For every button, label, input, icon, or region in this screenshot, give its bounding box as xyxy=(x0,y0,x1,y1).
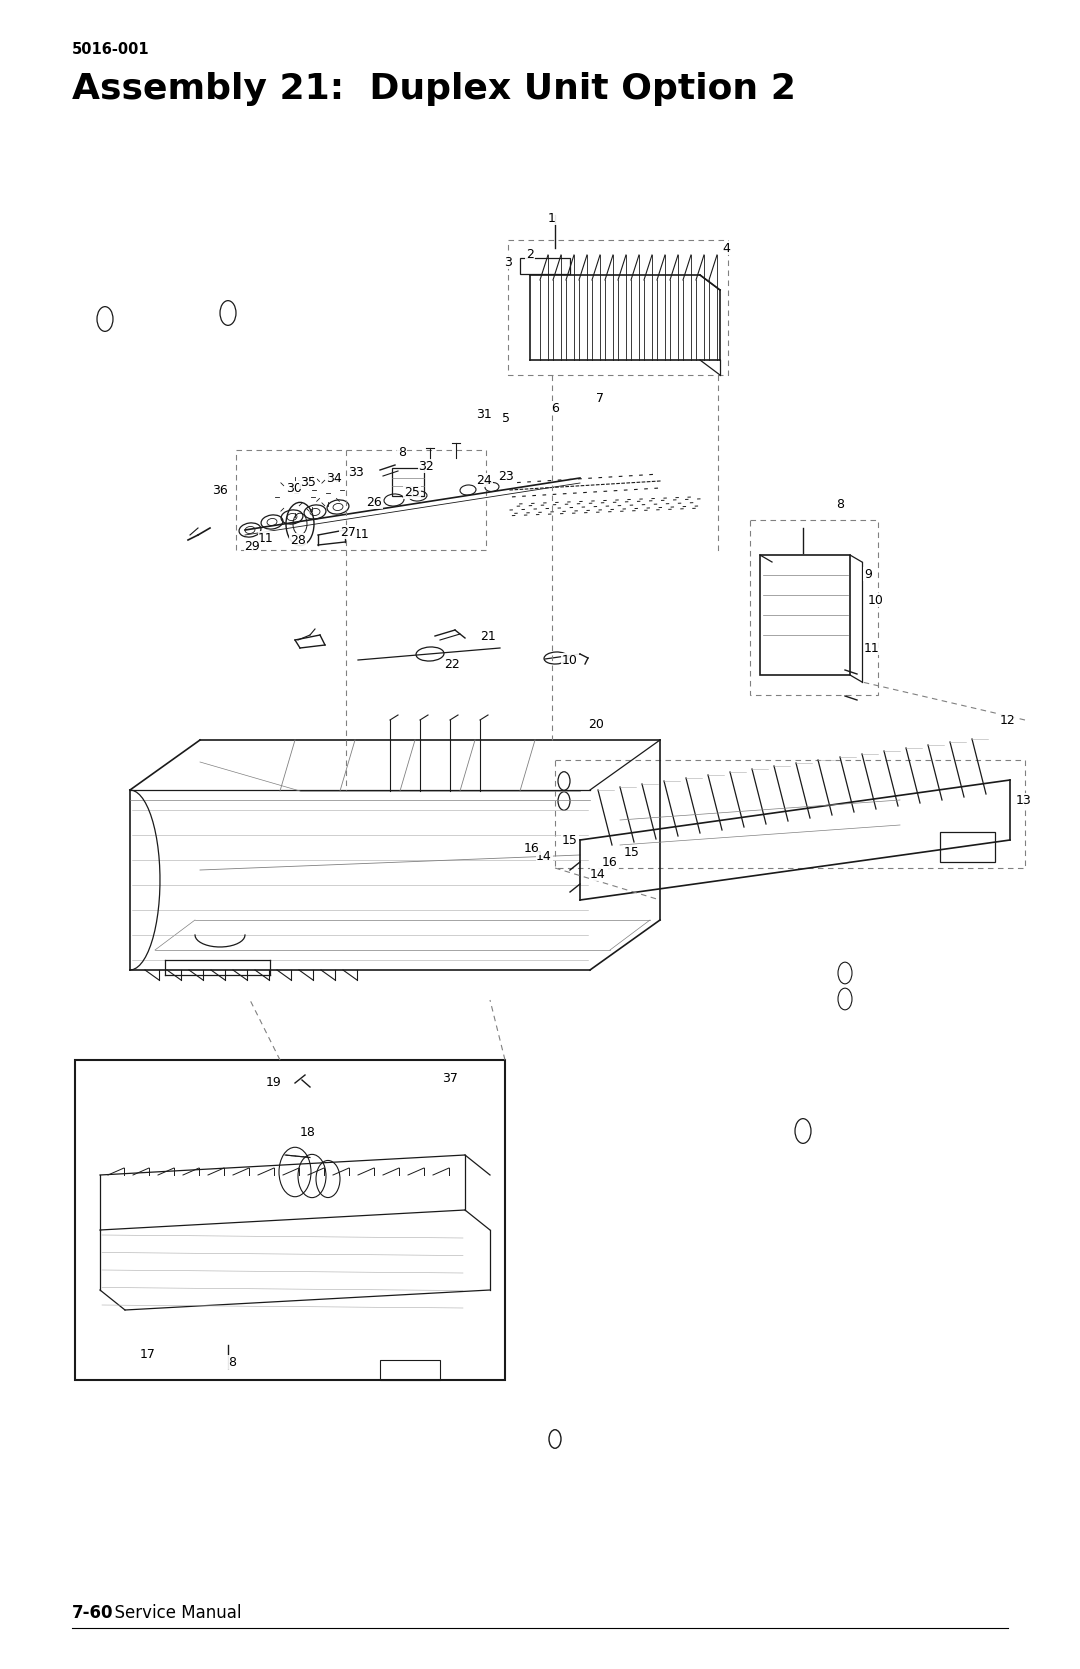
Text: 33: 33 xyxy=(348,466,364,479)
Bar xyxy=(555,759,1025,868)
Text: 34: 34 xyxy=(326,472,342,484)
Text: 17: 17 xyxy=(140,1347,156,1360)
Text: 30: 30 xyxy=(286,481,302,494)
Text: 26: 26 xyxy=(366,496,382,509)
Text: 9: 9 xyxy=(864,567,872,581)
Bar xyxy=(760,556,850,674)
Text: 8: 8 xyxy=(228,1355,237,1369)
Text: 16: 16 xyxy=(524,841,540,855)
Bar xyxy=(508,240,728,376)
Text: 19: 19 xyxy=(266,1075,282,1088)
Bar xyxy=(237,451,486,551)
Text: 23: 23 xyxy=(498,469,514,482)
Bar xyxy=(380,1360,440,1380)
Text: 5016-001: 5016-001 xyxy=(72,42,150,57)
Text: 14: 14 xyxy=(536,850,552,863)
Text: 1: 1 xyxy=(548,212,556,225)
Text: 14: 14 xyxy=(590,868,606,881)
Text: 31: 31 xyxy=(476,407,491,421)
Text: 18: 18 xyxy=(300,1125,316,1138)
Text: 12: 12 xyxy=(1000,714,1016,726)
Text: 8: 8 xyxy=(399,446,406,459)
Text: 7-60: 7-60 xyxy=(72,1604,113,1622)
Text: 28: 28 xyxy=(291,534,306,546)
Bar xyxy=(519,259,570,274)
Text: 22: 22 xyxy=(444,658,460,671)
Bar xyxy=(75,1060,505,1380)
Text: 15: 15 xyxy=(562,833,578,846)
Text: 20: 20 xyxy=(589,718,604,731)
Bar xyxy=(392,467,424,496)
Text: 11: 11 xyxy=(258,531,274,544)
Text: Assembly 21:  Duplex Unit Option 2: Assembly 21: Duplex Unit Option 2 xyxy=(72,72,796,107)
Text: Service Manual: Service Manual xyxy=(104,1604,242,1622)
Text: 36: 36 xyxy=(212,484,228,496)
Text: 15: 15 xyxy=(624,846,640,858)
Text: 6: 6 xyxy=(551,402,559,414)
Text: 2: 2 xyxy=(526,247,534,260)
Text: 16: 16 xyxy=(603,856,618,868)
Text: 7: 7 xyxy=(596,392,604,404)
Text: 27: 27 xyxy=(340,526,356,539)
Text: 29: 29 xyxy=(244,539,260,552)
Text: 3: 3 xyxy=(504,255,512,269)
Text: 24: 24 xyxy=(476,474,491,486)
Text: 8: 8 xyxy=(836,497,843,511)
Text: 11: 11 xyxy=(354,527,369,541)
Text: 13: 13 xyxy=(1016,793,1031,806)
Text: 10: 10 xyxy=(562,654,578,666)
Text: 5: 5 xyxy=(502,412,510,424)
Text: 35: 35 xyxy=(300,476,316,489)
Text: 37: 37 xyxy=(442,1071,458,1085)
Text: 4: 4 xyxy=(723,242,730,254)
Bar xyxy=(940,833,995,861)
Text: 11: 11 xyxy=(864,641,880,654)
Text: 32: 32 xyxy=(418,459,434,472)
Text: 25: 25 xyxy=(404,486,420,499)
Text: 10: 10 xyxy=(868,594,883,606)
Text: 21: 21 xyxy=(481,629,496,643)
Bar xyxy=(750,521,878,694)
